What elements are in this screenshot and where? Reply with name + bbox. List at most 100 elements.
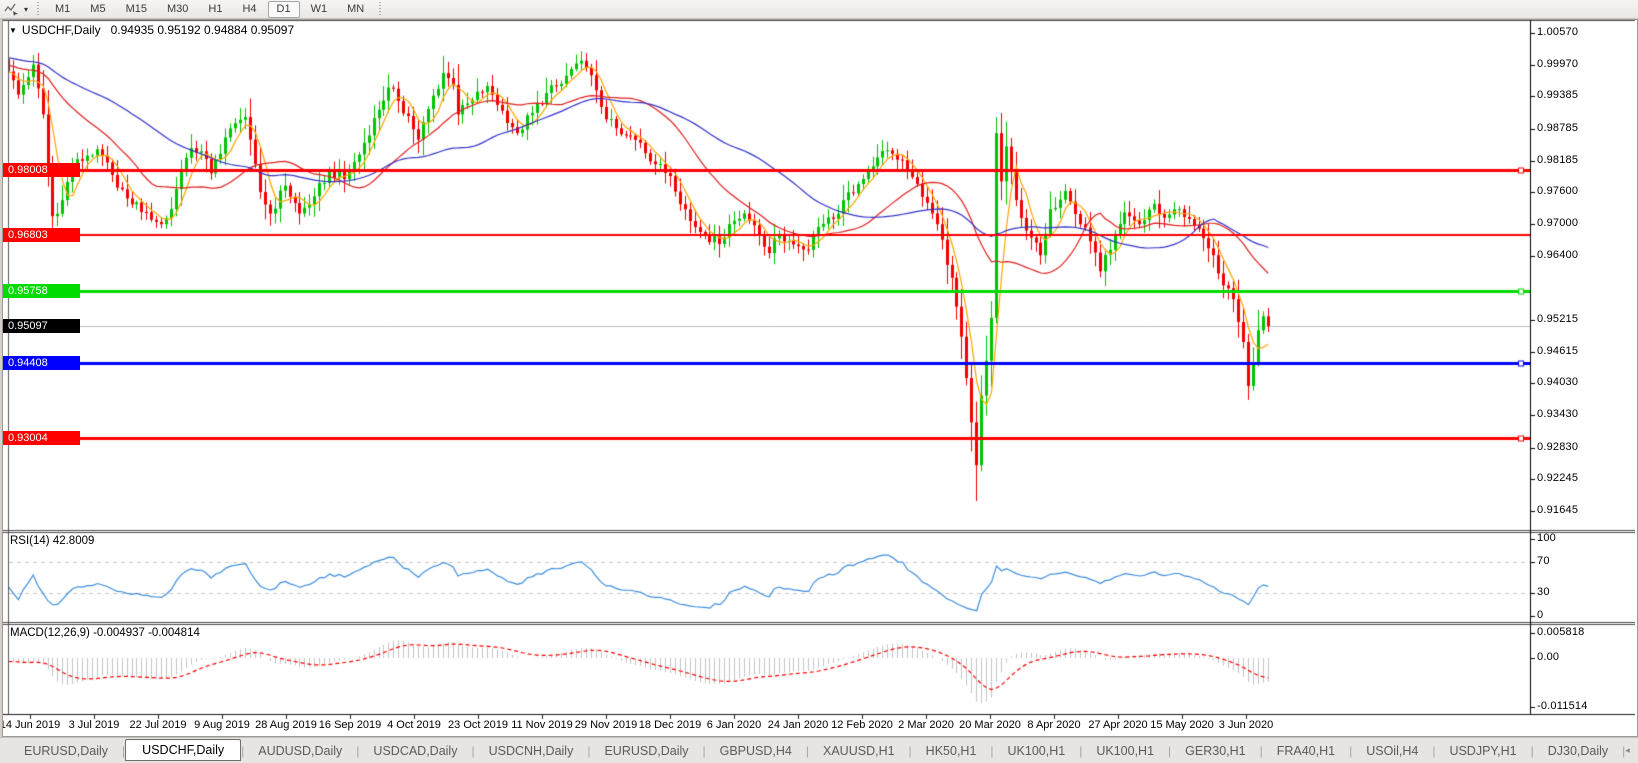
- chart-tab-bar: EURUSD,Daily | USDCHF,Daily | AUDUSD,Daily | U…: [0, 737, 1638, 763]
- price-axis-tick: 0.96400: [1537, 249, 1579, 261]
- rsi-axis-tick: 100: [1537, 532, 1556, 544]
- chart-tab-usoil-h4[interactable]: USOil,H4: [1366, 743, 1419, 758]
- chart-ohlc-values: 0.94935 0.95192 0.94884 0.95097: [110, 23, 295, 37]
- tab-separator: |: [471, 743, 475, 758]
- timeframe-button-w1[interactable]: W1: [310, 2, 328, 15]
- chart-tab-gbpusd-h4[interactable]: GBPUSD,H4: [719, 743, 792, 758]
- chart-tab-uk100-h1[interactable]: UK100,H1: [1007, 743, 1066, 758]
- chart-tabs: EURUSD,Daily | USDCHF,Daily | AUDUSD,Daily | U…: [0, 738, 1625, 763]
- date-axis-tick: 3 Jun 2020: [1218, 719, 1274, 731]
- date-axis-tick: 29 Nov 2019: [574, 719, 638, 731]
- timeframe-button-m15[interactable]: M15: [125, 2, 147, 15]
- timeframe-button-h4[interactable]: H4: [242, 2, 257, 15]
- rsi-axis-tick: 30: [1537, 586, 1550, 598]
- date-axis-tick: 2 Mar 2020: [898, 719, 954, 731]
- toolbar-grip: [36, 2, 41, 16]
- tab-separator: |: [241, 743, 245, 758]
- date-axis-tick: 4 Oct 2019: [387, 719, 441, 731]
- timeframe-button-m1[interactable]: M1: [55, 2, 71, 15]
- timeframe-button-h1[interactable]: H1: [208, 2, 223, 15]
- tab-separator: |: [1530, 743, 1534, 758]
- date-axis-tick: 18 Dec 2019: [638, 719, 702, 731]
- date-axis-tick: 12 Feb 2020: [831, 719, 893, 731]
- tab-separator: |: [805, 743, 809, 758]
- tab-separator: |: [990, 743, 994, 758]
- tab-separator: |: [908, 743, 912, 758]
- date-axis-tick: 14 Jun 2019: [2, 719, 61, 731]
- timeframe-button-mn[interactable]: MN: [347, 2, 365, 15]
- chart-tab-xauusd-h1[interactable]: XAUUSD,H1: [823, 743, 895, 758]
- macd-indicator-label: MACD(12,26,9) -0.004937 -0.004814: [10, 627, 200, 639]
- chart-tab-fra40-h1[interactable]: FRA40,H1: [1276, 743, 1336, 758]
- date-axis-tick: 20 Mar 2020: [959, 719, 1021, 731]
- tab-separator: |: [1168, 743, 1172, 758]
- date-axis-tick: 23 Oct 2019: [448, 719, 508, 731]
- chart-tab-uk100-h1[interactable]: UK100,H1: [1096, 743, 1155, 758]
- date-axis-tick: 22 Jul 2019: [129, 719, 187, 731]
- chart-tab-usdcad-daily[interactable]: USDCAD,Daily: [373, 743, 458, 758]
- price-axis-tick: 0.99970: [1537, 58, 1579, 70]
- chart-tab-usdcnh-daily[interactable]: USDCNH,Daily: [488, 743, 574, 758]
- crosshair-cursor-icon[interactable]: [2, 1, 20, 17]
- tab-separator: |: [1432, 743, 1436, 758]
- date-axis-tick: 3 Jul 2019: [68, 719, 120, 731]
- price-level-badge: 0.93004: [3, 431, 80, 445]
- date-axis-tick: 15 May 2020: [1150, 719, 1214, 731]
- chart-symbol-label: USDCHF,Daily: [21, 23, 101, 37]
- tab-separator: |: [1349, 743, 1353, 758]
- price-axis-tick: 0.94030: [1537, 376, 1579, 388]
- price-level-badge: 0.95097: [3, 319, 80, 333]
- timeframe-button-d1[interactable]: D1: [267, 0, 300, 18]
- rsi-indicator-label: RSI(14) 42.8009: [10, 535, 95, 547]
- price-level-badge: 0.94408: [3, 356, 80, 370]
- price-axis-tick: 0.97600: [1537, 185, 1579, 197]
- price-axis-tick: 0.98185: [1537, 154, 1579, 166]
- toolbar: ▾ M1 M5 M15 M30 H1 H4 D1 W1 MN: [0, 0, 1638, 19]
- cursor-tool-dropdown-icon[interactable]: ▾: [23, 4, 28, 14]
- chart-tab-hk50-h1[interactable]: HK50,H1: [925, 743, 977, 758]
- date-axis-tick: 27 Apr 2020: [1088, 719, 1148, 731]
- chart-tab-eurusd-daily[interactable]: EURUSD,Daily: [604, 743, 689, 758]
- chart-tab-usdjpy-h1[interactable]: USDJPY,H1: [1449, 743, 1517, 758]
- chart-tab-usdchf-daily[interactable]: USDCHF,Daily: [125, 738, 242, 761]
- date-axis-tick: 6 Jan 2020: [706, 719, 762, 731]
- tab-separator: |: [356, 743, 360, 758]
- date-axis-tick: 28 Aug 2019: [255, 719, 317, 731]
- chart-tab-eurusd-daily[interactable]: EURUSD,Daily: [24, 743, 109, 758]
- tab-separator: |: [587, 743, 591, 758]
- price-axis-tick: 0.92245: [1537, 472, 1579, 484]
- tab-separator: |: [122, 743, 126, 758]
- macd-axis-tick: 0.005818: [1537, 626, 1585, 638]
- date-axis-tick: 9 Aug 2019: [194, 719, 250, 731]
- price-level-badge: 0.96803: [3, 228, 80, 242]
- tab-separator: |: [1079, 743, 1083, 758]
- chart-tab-dj30-daily[interactable]: DJ30,Daily: [1547, 743, 1609, 758]
- timeframe-button-m30[interactable]: M30: [166, 2, 189, 15]
- date-axis-tick: 24 Jan 2020: [767, 719, 829, 731]
- price-axis-tick: 1.00570: [1537, 26, 1579, 38]
- chart-title: ▼ USDCHF,Daily 0.94935 0.95192 0.94884 0.9…: [9, 23, 294, 37]
- price-level-badge: 0.98008: [3, 163, 80, 177]
- date-axis-tick: 11 Nov 2019: [511, 719, 573, 731]
- chart-window: ▼ USDCHF,Daily 0.94935 0.95192 0.94884 0.9…: [2, 19, 1638, 737]
- timeframe-button-m5[interactable]: M5: [90, 2, 106, 15]
- price-axis-tick: 0.99385: [1537, 89, 1579, 101]
- tab-scroll-arrows: ◂ ▸: [1625, 745, 1638, 756]
- timeframe-buttons: M1 M5 M15 M30 H1 H4 D1 W1 MN: [45, 0, 374, 18]
- price-axis-tick: 0.95215: [1537, 313, 1579, 325]
- tab-separator: |: [1622, 743, 1626, 758]
- price-axis-tick: 0.92830: [1537, 441, 1579, 453]
- chart-canvas[interactable]: [3, 20, 1635, 734]
- chart-tab-ger30-h1[interactable]: GER30,H1: [1185, 743, 1246, 758]
- chart-tab-audusd-daily[interactable]: AUDUSD,Daily: [258, 743, 343, 758]
- tab-separator: |: [1259, 743, 1263, 758]
- price-axis-tick: 0.97000: [1537, 217, 1579, 229]
- macd-axis-tick: -0.011514: [1537, 700, 1588, 712]
- price-level-badge: 0.95758: [3, 284, 80, 298]
- tab-scroll-left-icon[interactable]: ◂: [1625, 745, 1630, 755]
- date-axis-tick: 8 Apr 2020: [1027, 719, 1081, 731]
- price-axis-tick: 0.91645: [1537, 504, 1579, 516]
- chart-collapse-icon[interactable]: ▼: [9, 26, 17, 35]
- price-axis-tick: 0.98785: [1537, 122, 1579, 134]
